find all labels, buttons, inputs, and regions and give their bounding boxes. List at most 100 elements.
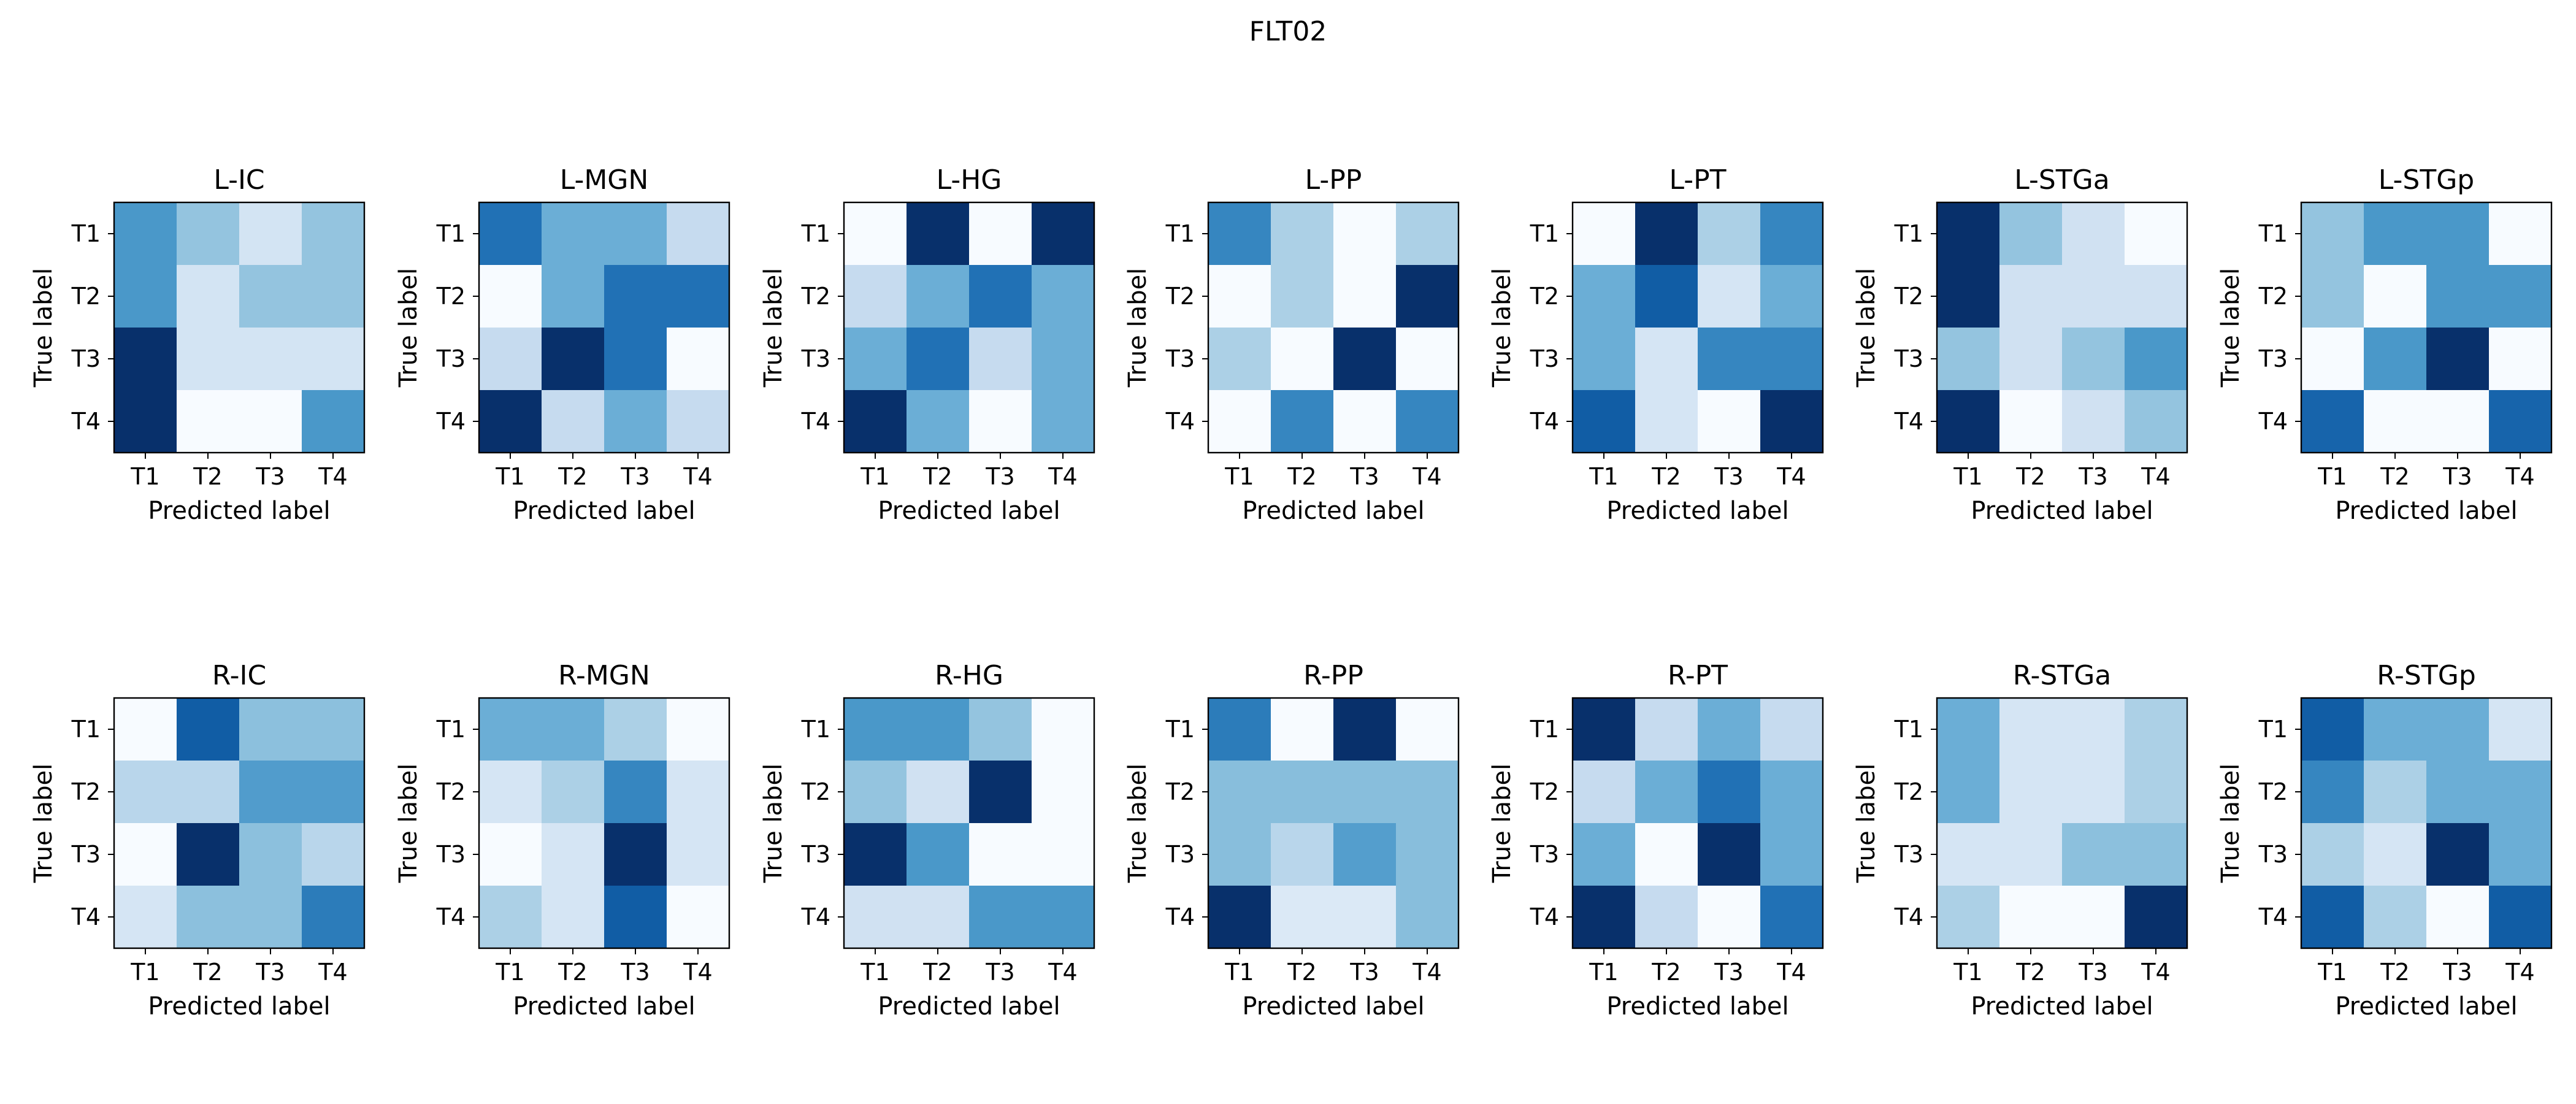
- heatmap-cell: [2062, 328, 2125, 391]
- heatmap-cell: [302, 265, 365, 328]
- heatmap-cell: [1396, 202, 1459, 266]
- y-tick-label: T4: [1894, 903, 1923, 930]
- heatmap-cell: [2301, 390, 2364, 453]
- x-axis-label: Predicted label: [148, 497, 330, 525]
- heatmap-cell: [479, 761, 542, 824]
- heatmap-cell: [177, 886, 240, 949]
- heatmap-cell: [1573, 823, 1636, 886]
- x-tick-label: T1: [495, 463, 524, 490]
- heatmap-cell: [1698, 698, 1761, 761]
- y-tick-label: T1: [1530, 220, 1559, 247]
- x-axis-label: Predicted label: [1606, 497, 1788, 525]
- heatmap-cell: [604, 761, 667, 824]
- panel-title: R-IC: [212, 660, 266, 691]
- heatmap-cell: [1271, 761, 1334, 824]
- heatmap-cell: [844, 886, 907, 949]
- heatmap-cell: [604, 328, 667, 391]
- heatmap-cell: [2489, 823, 2552, 886]
- panel-frame: [1571, 201, 1824, 454]
- x-tick-label: T2: [2015, 959, 2045, 986]
- x-axis-label: Predicted label: [1971, 992, 2153, 1021]
- x-axis-label: Predicted label: [148, 992, 330, 1021]
- heatmap-cell: [2301, 886, 2364, 949]
- heatmap-cell: [2426, 823, 2490, 886]
- heatmap-cell: [667, 328, 730, 391]
- heatmap-cell: [1573, 265, 1636, 328]
- heatmap-cell: [1208, 265, 1271, 328]
- heatmap-cell: [1635, 886, 1698, 949]
- y-tick-label: T4: [71, 408, 101, 435]
- heatmap-cell: [604, 698, 667, 761]
- x-tick-label: T4: [1776, 959, 1806, 986]
- x-tick-label: T2: [2015, 463, 2045, 490]
- panel-l-pt: L-PT T1 T1 T2 T2 T3 T3 T4 T4 Predicted label True …: [1488, 164, 1824, 525]
- y-tick-label: T4: [1530, 408, 1559, 435]
- heatmap-cell: [1999, 202, 2063, 266]
- heatmap-cell: [1396, 698, 1459, 761]
- y-tick-label: T4: [2258, 408, 2288, 435]
- x-axis-label: Predicted label: [878, 992, 1060, 1021]
- heatmap-cell: [1333, 328, 1397, 391]
- x-tick-label: T3: [255, 959, 285, 986]
- y-tick-label: T1: [801, 220, 830, 247]
- heatmap-cell: [1635, 265, 1698, 328]
- x-tick-label: T2: [922, 959, 952, 986]
- heatmap-cell: [969, 265, 1032, 328]
- panel-frame: [1936, 697, 2188, 949]
- heatmap-cell: [2125, 202, 2188, 266]
- x-tick-label: T4: [2505, 463, 2534, 490]
- y-tick-label: T3: [436, 345, 466, 372]
- x-tick-label: T3: [2078, 463, 2107, 490]
- heatmap-cell: [1760, 698, 1823, 761]
- panel-frame: [1571, 697, 1824, 949]
- heatmap-cell: [1937, 265, 2000, 328]
- y-tick-label: T3: [1530, 345, 1559, 372]
- heatmap-cell: [2062, 202, 2125, 266]
- panel-frame: [843, 697, 1095, 949]
- panel-l-mgn: L-MGN T1 T1 T2 T2 T3 T3 T4 T4 Predicted label True…: [394, 164, 730, 525]
- y-tick-label: T4: [2258, 903, 2288, 930]
- heatmap-cell: [2426, 390, 2490, 453]
- heatmap-cell: [2062, 698, 2125, 761]
- heatmap-cell: [667, 202, 730, 266]
- x-tick-label: T1: [1224, 959, 1254, 986]
- x-tick-label: T1: [130, 959, 159, 986]
- heatmap-cell: [114, 886, 177, 949]
- panel-frame: [2300, 201, 2553, 454]
- heatmap-cell: [969, 698, 1032, 761]
- y-tick-label: T2: [71, 778, 101, 805]
- heatmap-cell: [1573, 390, 1636, 453]
- heatmap-cell: [1760, 265, 1823, 328]
- heatmap-cell: [2301, 202, 2364, 266]
- heatmap-cell: [302, 202, 365, 266]
- panel-title: R-MGN: [558, 660, 650, 691]
- y-tick-label: T1: [801, 716, 830, 743]
- heatmap-cell: [2301, 823, 2364, 886]
- heatmap-cell: [1635, 823, 1698, 886]
- heatmap-cell: [1333, 265, 1397, 328]
- y-tick-label: T2: [1165, 778, 1195, 805]
- x-tick-label: T1: [1589, 463, 1618, 490]
- heatmap-cell: [2364, 328, 2427, 391]
- y-tick-label: T2: [801, 778, 830, 805]
- y-axis-label: True label: [29, 268, 58, 388]
- heatmap-cell: [1999, 265, 2063, 328]
- heatmap-cell: [844, 823, 907, 886]
- heatmap-cell: [2426, 761, 2490, 824]
- y-tick-label: T2: [2258, 778, 2288, 805]
- heatmap-cell: [1208, 823, 1271, 886]
- heatmap-cell: [1208, 698, 1271, 761]
- heatmap-cell: [2301, 761, 2364, 824]
- panel-r-hg: R-HG T1 T1 T2 T2 T3 T3 T4 T4 Predicted label True …: [759, 660, 1095, 1021]
- y-tick-label: T1: [1894, 220, 1923, 247]
- heatmap-cell: [2489, 202, 2552, 266]
- heatmap-cell: [542, 265, 605, 328]
- heatmap-cell: [479, 886, 542, 949]
- x-tick-label: T3: [255, 463, 285, 490]
- y-tick-label: T1: [436, 220, 466, 247]
- x-tick-label: T2: [1651, 463, 1681, 490]
- heatmap-cell: [1032, 390, 1095, 453]
- panel-frame: [478, 201, 730, 454]
- heatmap-cell: [1760, 761, 1823, 824]
- panel-l-pp: L-PP T1 T1 T2 T2 T3 T3 T4 T4 Predicted label True …: [1124, 164, 1460, 525]
